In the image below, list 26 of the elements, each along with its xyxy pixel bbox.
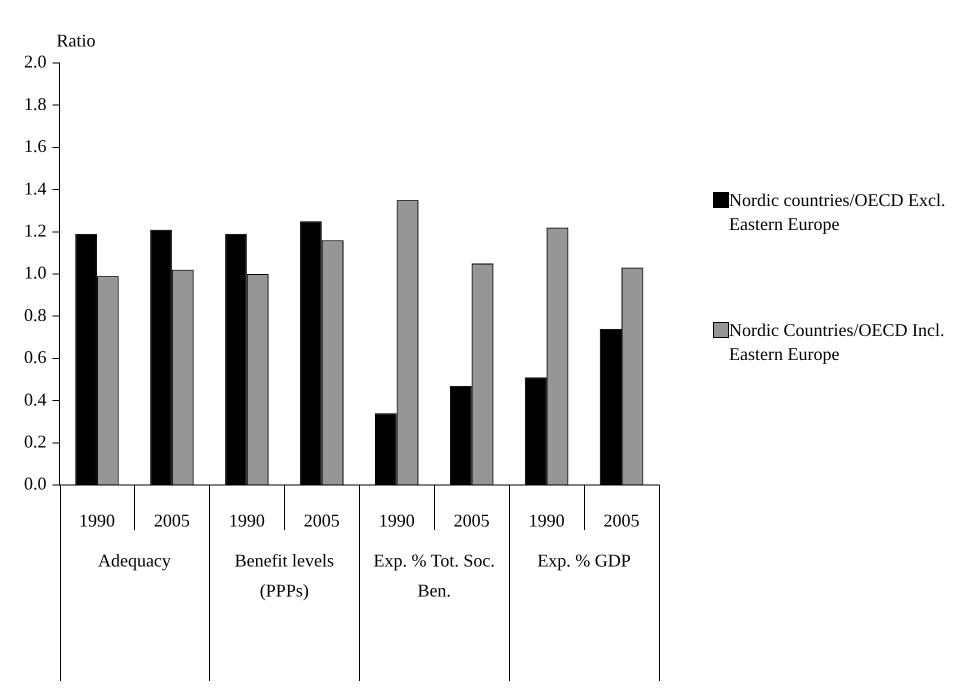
y-tick-label: 0.6: [24, 347, 46, 368]
y-tick-label: 1.6: [24, 136, 46, 156]
y-tick-label: 0.4: [24, 389, 46, 410]
text: Exp. % GDP: [537, 550, 631, 571]
y-tick-label: 0.8: [24, 304, 46, 325]
text: Exp. % Tot. Soc. Ben.: [373, 550, 495, 601]
x-tick-label: 2005: [304, 510, 340, 531]
text: Benefit levels (PPPs): [234, 550, 334, 601]
y-axis-title: Ratio: [56, 30, 96, 51]
x-tick-label: 2005: [604, 510, 640, 531]
y-tick-label: 2.0: [24, 52, 46, 72]
text: Adequacy: [98, 550, 171, 571]
legend-label: Nordic Countries/OECD Incl. Eastern Europe: [729, 319, 946, 366]
x-tick-label: 1990: [378, 510, 415, 531]
x-tick-label: 1990: [228, 510, 265, 531]
y-tick-label: 1.0: [24, 262, 46, 283]
x-tick-label: 1990: [78, 510, 115, 531]
y-tick-label: 1.8: [24, 94, 46, 114]
legend-label: Nordic countries/OECD Excl. Eastern Europe: [729, 189, 946, 236]
x-tick-label: 2005: [454, 510, 490, 531]
x-tick-label: 1990: [528, 510, 565, 531]
y-tick-label: 1.2: [24, 220, 46, 241]
y-tick-label: 1.4: [24, 178, 46, 198]
y-tick-label: 0.0: [24, 474, 46, 494]
x-tick-label: 2005: [154, 510, 190, 531]
y-tick-label: 0.2: [24, 432, 46, 452]
